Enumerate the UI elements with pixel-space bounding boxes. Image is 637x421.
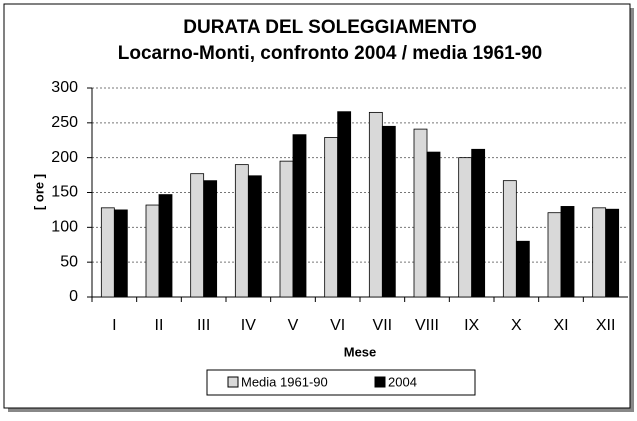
legend-label: 2004 (388, 374, 417, 389)
chart-title: DURATA DEL SOLEGGIAMENTO (183, 17, 476, 38)
bar (247, 175, 262, 298)
x-tick-label: VII (373, 317, 393, 334)
x-tick-label: V (288, 317, 299, 334)
x-tick-label: VI (330, 317, 345, 334)
x-tick-label: IX (464, 317, 479, 334)
bar (113, 209, 128, 298)
x-tick-label: IV (241, 317, 256, 334)
chart-subtitle: Locarno-Monti, confronto 2004 / media 19… (118, 43, 542, 64)
x-tick-label: XI (553, 317, 568, 334)
bar (502, 180, 517, 298)
bar (279, 160, 294, 298)
bar (158, 194, 173, 298)
bar (145, 204, 160, 298)
bar (471, 148, 486, 298)
bar (203, 180, 218, 298)
legend-swatch (374, 376, 386, 388)
bar (515, 240, 530, 298)
bar (413, 128, 428, 298)
bar (381, 125, 396, 298)
bar (368, 111, 383, 298)
bar (592, 207, 607, 298)
y-axis-title: [ ore ] (31, 174, 46, 210)
y-tick-label: 50 (60, 253, 78, 270)
bar (458, 157, 473, 298)
x-tick-label: III (197, 317, 210, 334)
y-tick-label: 200 (51, 149, 78, 166)
x-tick-label: VIII (415, 317, 439, 334)
y-tick-label: 100 (51, 219, 78, 236)
y-tick-label: 250 (51, 114, 78, 131)
y-tick-label: 150 (51, 184, 78, 201)
x-tick-label: XII (596, 317, 616, 334)
y-tick-label: 300 (51, 79, 78, 96)
bar (292, 134, 307, 298)
bar (547, 212, 562, 298)
bar (560, 206, 575, 298)
legend-box (206, 369, 476, 396)
legend-swatch (227, 376, 239, 388)
bar (100, 207, 115, 298)
y-tick-label: 0 (69, 288, 78, 305)
x-tick-label: I (112, 317, 116, 334)
bar (190, 173, 205, 298)
x-tick-label: X (511, 317, 522, 334)
x-tick-label: II (155, 317, 164, 334)
legend-label: Media 1961-90 (241, 374, 328, 389)
bar (324, 137, 339, 298)
bar (605, 208, 620, 298)
x-axis-title: Mese (344, 344, 377, 359)
bar (234, 164, 249, 298)
bar (426, 151, 441, 298)
bar (337, 111, 352, 298)
